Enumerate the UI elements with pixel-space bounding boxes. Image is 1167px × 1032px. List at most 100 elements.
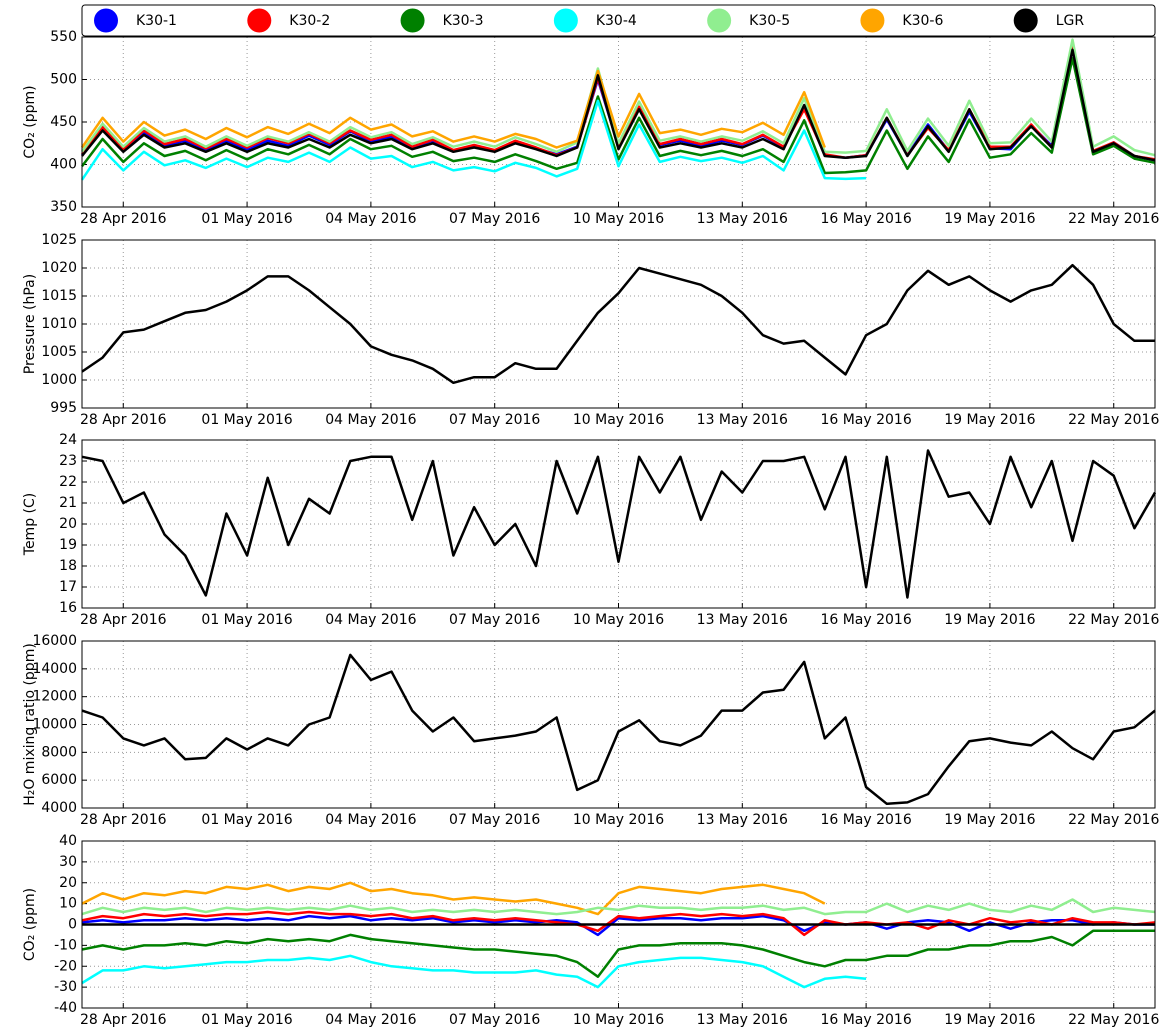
x-tick-label: 22 May 2016: [1068, 412, 1159, 428]
y-tick-label: 6000: [41, 772, 77, 788]
y-tick-label: -30: [54, 979, 77, 995]
y-tick-label: 23: [59, 453, 77, 469]
y-tick-label: 1025: [41, 232, 77, 248]
y-tick-label: 1010: [41, 316, 77, 332]
series-line: [81, 914, 1155, 937]
x-tick-label: 07 May 2016: [449, 1012, 540, 1028]
y-tick-label: 450: [50, 114, 77, 130]
x-tick-label: 22 May 2016: [1068, 612, 1159, 628]
x-tick-label: 28 Apr 2016: [80, 1012, 167, 1028]
x-tick-label: 13 May 2016: [697, 812, 788, 828]
series-line: [81, 898, 1156, 916]
x-tick-label: 22 May 2016: [1068, 1012, 1159, 1028]
x-tick-label: 28 Apr 2016: [80, 211, 167, 227]
y-axis-label: Temp (C): [22, 493, 38, 556]
y-tick-label: 14000: [32, 661, 77, 677]
y-tick-label: 8000: [41, 744, 77, 760]
x-tick-label: 01 May 2016: [201, 211, 292, 227]
x-tick-label: 01 May 2016: [201, 1012, 292, 1028]
legend-label: K30-3: [443, 13, 484, 29]
x-tick-label: 19 May 2016: [944, 812, 1035, 828]
y-tick-label: 0: [68, 917, 77, 933]
x-tick-label: 19 May 2016: [944, 211, 1035, 227]
series-line: [81, 910, 1156, 937]
series-line: [81, 881, 826, 916]
x-tick-label: 04 May 2016: [325, 812, 416, 828]
x-tick-label: 01 May 2016: [201, 812, 292, 828]
y-tick-label: 16000: [32, 633, 77, 649]
x-tick-label: 28 Apr 2016: [80, 612, 167, 628]
legend-marker: [400, 8, 425, 33]
y-tick-label: 1000: [41, 372, 77, 388]
series-line: [81, 57, 1156, 175]
x-tick-label: 28 Apr 2016: [80, 412, 167, 428]
x-tick-label: 10 May 2016: [573, 812, 664, 828]
legend-label: K30-4: [596, 13, 637, 29]
x-tick-label: 16 May 2016: [820, 412, 911, 428]
y-tick-label: 995: [50, 400, 77, 416]
x-tick-label: 16 May 2016: [820, 612, 911, 628]
y-tick-label: 1015: [41, 288, 77, 304]
legend-label: K30-1: [136, 13, 177, 29]
legend-box: [81, 4, 1156, 37]
x-tick-label: 10 May 2016: [573, 612, 664, 628]
y-tick-label: 40: [59, 833, 77, 849]
y-tick-label: 4000: [41, 800, 77, 816]
series-line: [81, 263, 1155, 385]
y-tick-label: 10000: [32, 717, 77, 733]
y-tick-label: -20: [54, 958, 77, 974]
x-tick-label: 22 May 2016: [1068, 211, 1159, 227]
legend-label: K30-6: [902, 13, 943, 29]
y-tick-label: 21: [59, 495, 77, 511]
y-axis-label: CO₂ (ppm): [22, 85, 38, 158]
legend-marker: [553, 8, 578, 33]
series-line: [81, 653, 1156, 806]
x-tick-label: 07 May 2016: [449, 211, 540, 227]
x-tick-label: 16 May 2016: [820, 211, 911, 227]
x-tick-label: 07 May 2016: [449, 812, 540, 828]
x-tick-label: 13 May 2016: [697, 412, 788, 428]
x-tick-label: 19 May 2016: [944, 612, 1035, 628]
y-tick-label: 20: [59, 516, 77, 532]
y-tick-label: 12000: [32, 689, 77, 705]
legend-marker: [860, 8, 885, 33]
x-tick-label: 04 May 2016: [325, 211, 416, 227]
y-tick-label: 1020: [41, 260, 77, 276]
y-tick-label: 400: [50, 157, 77, 173]
x-tick-label: 10 May 2016: [573, 412, 664, 428]
y-tick-label: 24: [59, 432, 77, 448]
x-tick-label: 04 May 2016: [325, 412, 416, 428]
y-tick-label: 19: [59, 537, 77, 553]
x-tick-label: 01 May 2016: [201, 412, 292, 428]
legend-marker: [247, 8, 272, 33]
series-line: [80, 38, 1156, 157]
legend-marker: [94, 8, 118, 33]
y-axis-label: CO₂ (ppm): [22, 888, 38, 961]
x-tick-label: 19 May 2016: [944, 412, 1035, 428]
series-line: [81, 48, 1156, 162]
legend-label: LGR: [1056, 13, 1085, 29]
x-tick-label: 10 May 2016: [573, 1012, 664, 1028]
y-axis-label: H₂O mixing ratio (ppm): [22, 643, 38, 806]
axes-frame: [81, 239, 1156, 409]
axes-frame: [81, 439, 1156, 609]
x-tick-label: 13 May 2016: [697, 1012, 788, 1028]
x-tick-label: 13 May 2016: [697, 211, 788, 227]
x-tick-label: 04 May 2016: [325, 1012, 416, 1028]
x-tick-label: 16 May 2016: [820, 1012, 911, 1028]
x-tick-label: 28 Apr 2016: [80, 812, 167, 828]
series-line: [80, 99, 867, 181]
legend-label: K30-5: [749, 13, 790, 29]
y-tick-label: -10: [54, 937, 77, 953]
axes-frame: [81, 640, 1156, 809]
series-line: [81, 449, 1157, 599]
x-tick-label: 01 May 2016: [201, 612, 292, 628]
y-axis-label: Pressure (hPa): [22, 274, 38, 374]
axes-frame: [81, 36, 1156, 208]
y-tick-label: 18: [59, 558, 77, 574]
y-tick-label: 16: [59, 600, 77, 616]
axes-frame: [81, 840, 1156, 1009]
x-tick-label: 04 May 2016: [325, 612, 416, 628]
x-tick-label: 22 May 2016: [1068, 812, 1159, 828]
